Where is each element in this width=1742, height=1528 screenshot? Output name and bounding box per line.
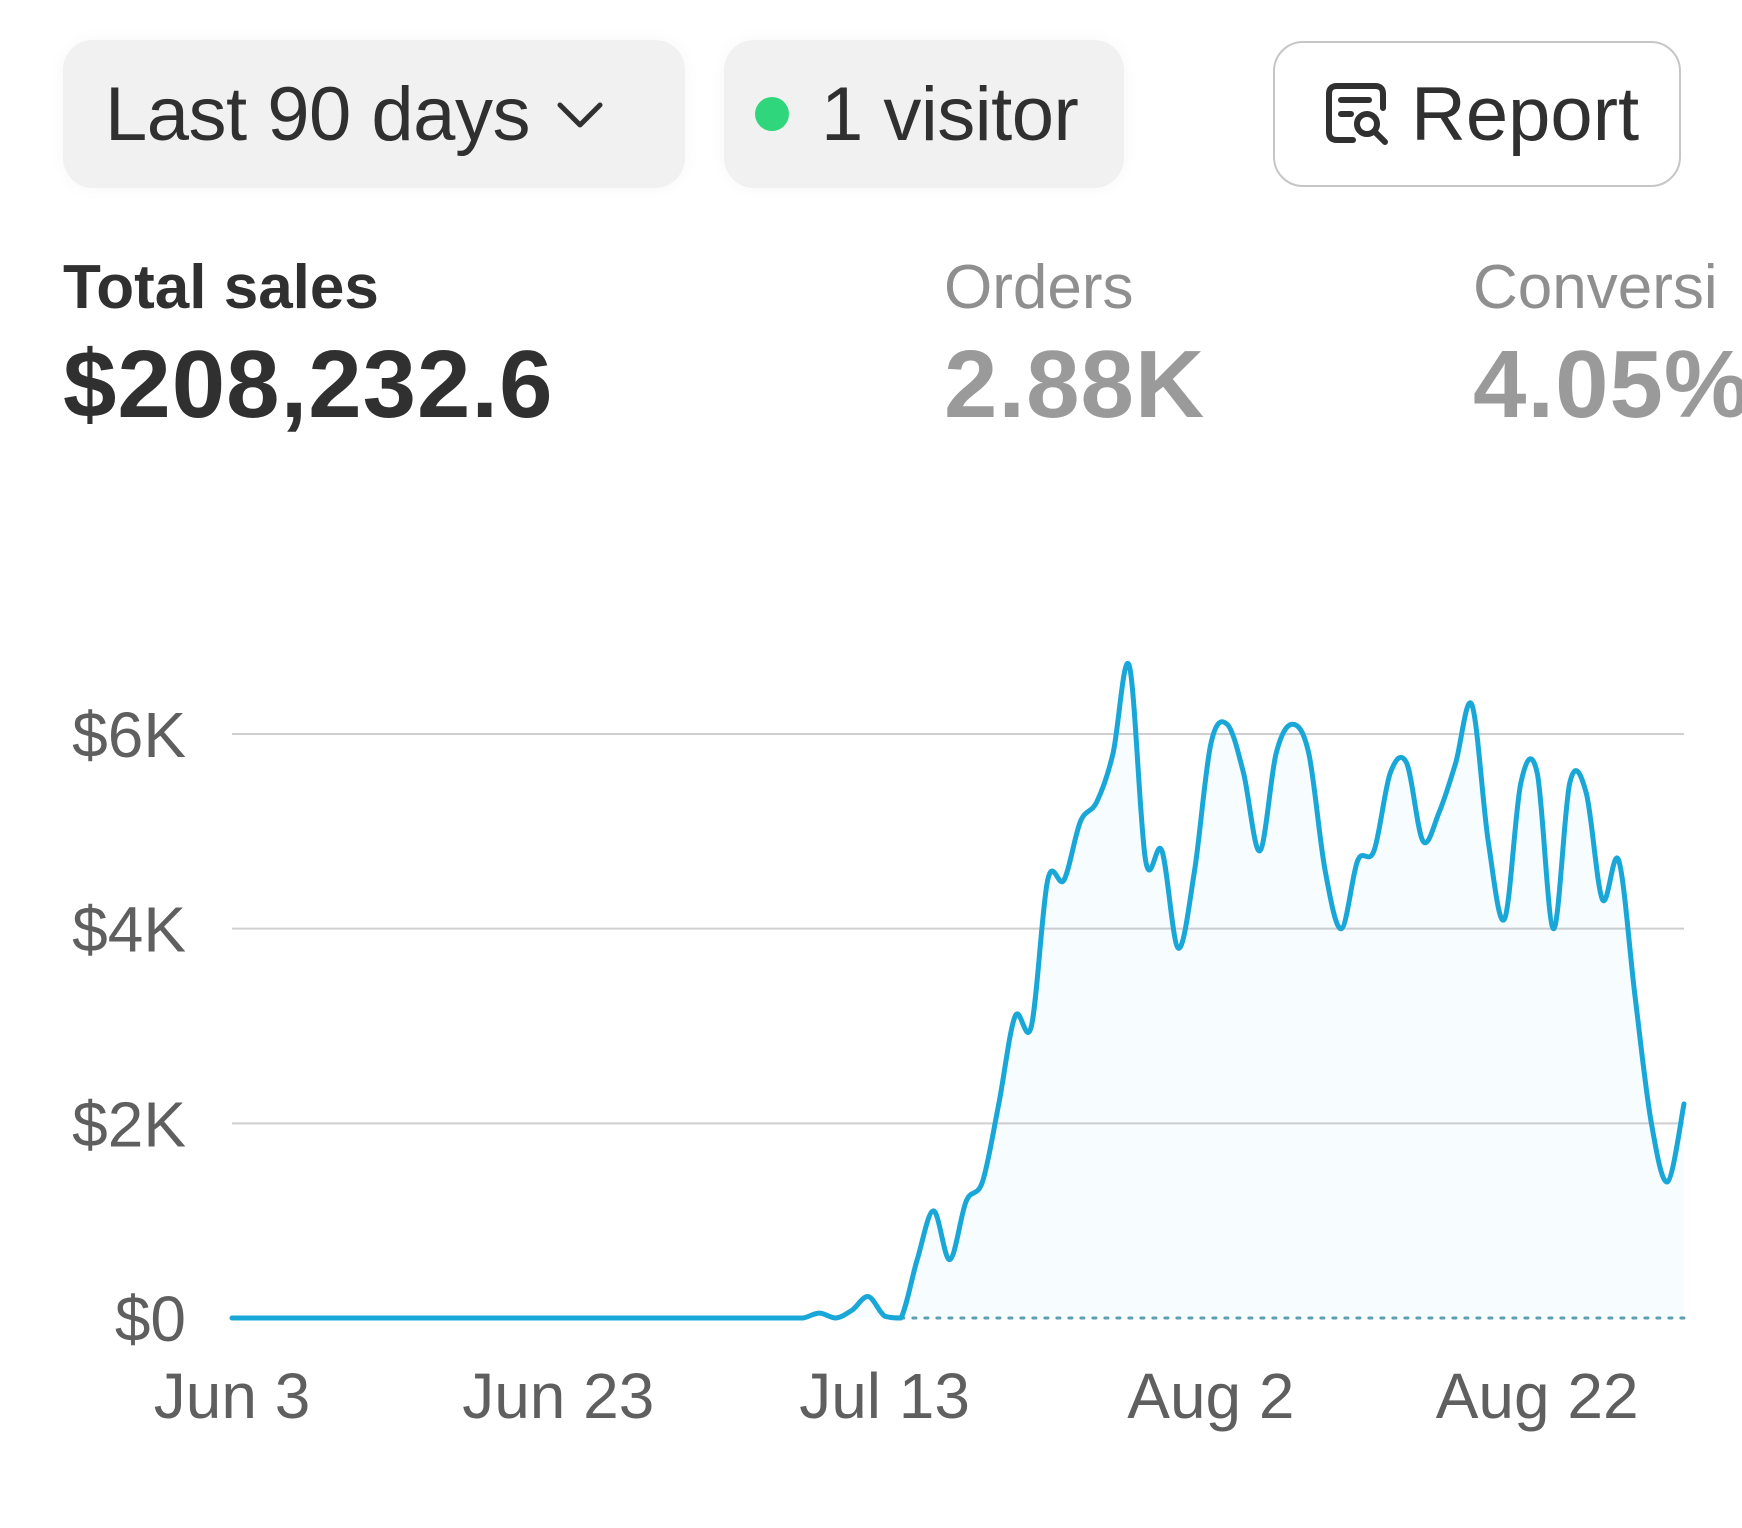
x-tick-label: Aug 2 <box>1127 1360 1294 1432</box>
date-range-label: Last 90 days <box>105 71 530 157</box>
report-button[interactable]: Report <box>1273 41 1681 187</box>
report-search-icon <box>1326 83 1388 145</box>
y-tick-label: $2K <box>72 1088 186 1160</box>
report-button-label: Report <box>1411 71 1640 157</box>
x-tick-label: Aug 22 <box>1436 1360 1639 1432</box>
sales-chart: $0 $2K $4K $6K Jun 3 Jun 23 Jul 13 Aug 2 Aug 22 <box>0 600 1742 1528</box>
metric-value: $208,232.6 <box>63 331 554 438</box>
series-line <box>229 660 1687 1321</box>
analytics-toolbar: Last 90 days 1 visitor Report <box>0 0 1742 200</box>
chevron-down-icon <box>557 102 603 128</box>
live-status-dot <box>755 97 789 131</box>
y-tick-label: $6K <box>72 699 186 771</box>
y-tick-label: $0 <box>115 1283 186 1355</box>
metric-label: Conversi <box>1473 253 1718 322</box>
live-visitors-button[interactable]: 1 visitor <box>724 40 1124 188</box>
visitor-count-label: 1 visitor <box>821 71 1079 157</box>
series-area <box>232 663 1684 1318</box>
date-range-picker[interactable]: Last 90 days <box>63 40 685 188</box>
x-tick-label: Jun 3 <box>154 1360 311 1432</box>
y-tick-label: $4K <box>72 894 186 966</box>
metrics-row: Total sales $208,232.6 Orders 2.88K Conv… <box>0 230 1742 450</box>
x-tick-label: Jun 23 <box>462 1360 654 1432</box>
sales-line-chart: $0 $2K $4K $6K Jun 3 Jun 23 Jul 13 Aug 2 Aug 22 <box>72 660 1687 1432</box>
metric-label: Total sales <box>63 253 379 322</box>
metric-value: 4.05% <box>1473 331 1742 438</box>
metric-value: 2.88K <box>944 331 1206 438</box>
metric-label: Orders <box>944 253 1134 322</box>
x-tick-label: Jul 13 <box>799 1360 970 1432</box>
